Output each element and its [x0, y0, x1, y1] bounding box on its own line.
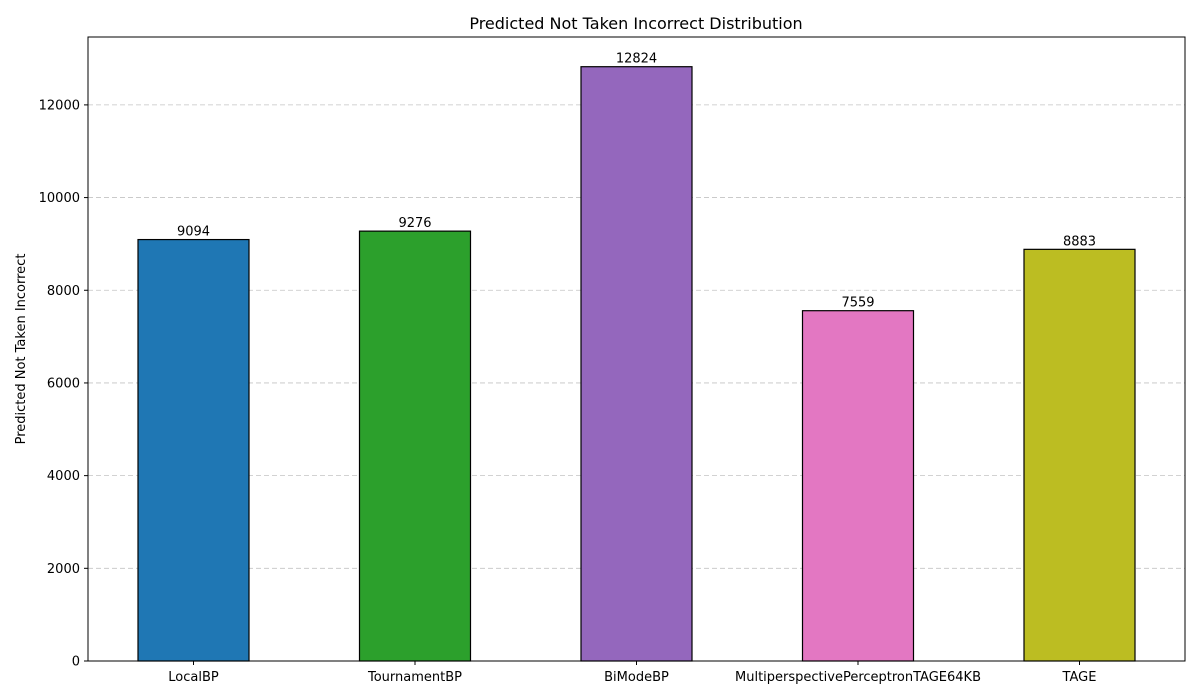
- x-tick-label: MultiperspectivePerceptronTAGE64KB: [735, 670, 981, 685]
- bar-LocalBP: [137, 238, 250, 662]
- y-tick-label: 8000: [47, 284, 80, 299]
- y-tick-label: 2000: [47, 562, 80, 577]
- bar-TournamentBP: [358, 230, 472, 662]
- data-label: 9276: [398, 216, 431, 231]
- y-tick-label: 12000: [39, 98, 80, 113]
- data-label: 9094: [177, 225, 210, 240]
- bar-BiModeBP: [580, 66, 693, 662]
- y-tick-label: 6000: [47, 376, 80, 391]
- y-tick-label: 4000: [47, 469, 80, 484]
- data-label: 12824: [616, 52, 657, 67]
- bars: [137, 66, 1136, 662]
- x-tick-label: BiModeBP: [604, 670, 669, 685]
- y-axis-label: Predicted Not Taken Incorrect: [14, 254, 29, 445]
- x-axis: LocalBP TournamentBP BiModeBP Multiperspect…: [168, 661, 1096, 685]
- y-axis: 0 2000 4000 6000 8000 10000 12000: [39, 98, 88, 670]
- data-label: 8883: [1063, 234, 1096, 249]
- x-tick-label: TournamentBP: [367, 670, 462, 685]
- bar-MultiperspectivePerceptronTAGE64KB: [801, 310, 915, 662]
- data-labels: 9094 9276 12824 7559 8883: [177, 52, 1096, 311]
- y-tick-label: 10000: [39, 191, 80, 206]
- bar-TAGE: [1023, 248, 1136, 662]
- chart-title: Predicted Not Taken Incorrect Distributi…: [469, 14, 802, 33]
- y-tick-label: 0: [72, 655, 80, 670]
- data-label: 7559: [841, 296, 874, 311]
- x-tick-label: LocalBP: [168, 670, 219, 685]
- x-tick-label: TAGE: [1062, 670, 1097, 685]
